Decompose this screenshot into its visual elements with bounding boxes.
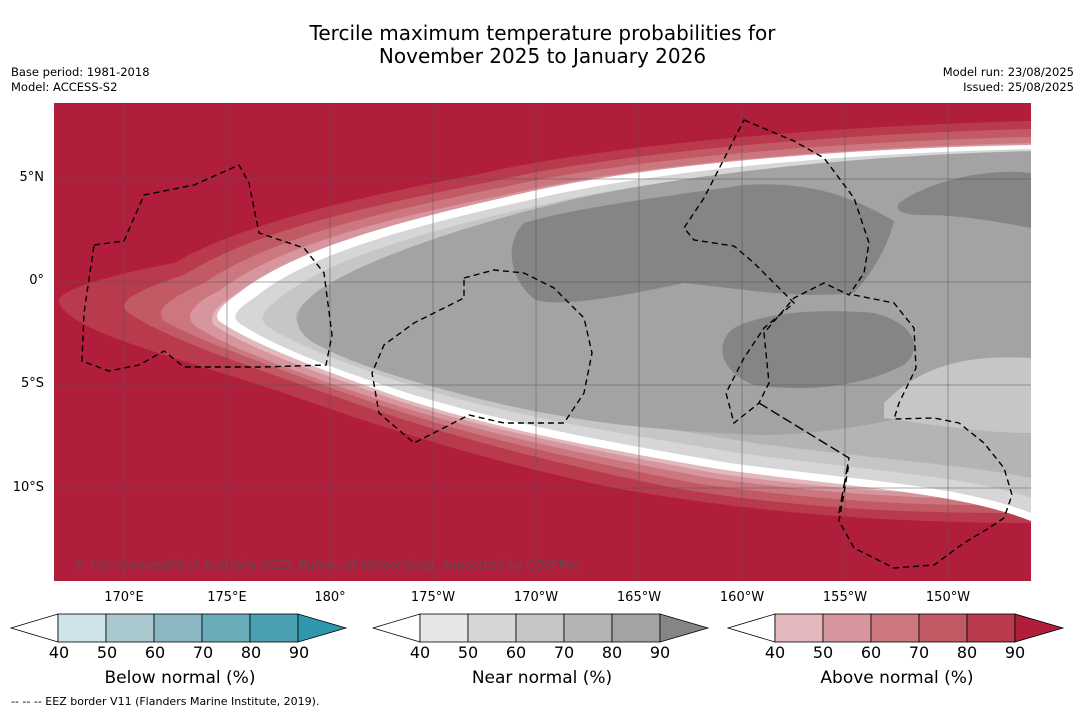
eez-footnote: -- -- -- EEZ border V11 (Flanders Marine… [11,695,320,708]
lon-label-170w: 170°W [513,590,559,605]
colorbar-near-normal [372,613,710,643]
colorbar-extend-low [372,613,421,643]
tick-label: 50 [457,643,479,662]
tick-label: 60 [505,643,527,662]
tick-label: 70 [908,643,930,662]
eez-border-long-dash [758,402,850,514]
colorbar-extend-high [297,613,348,643]
lon-label-150w: 150°W [925,590,971,605]
lon-label-170e: 170°E [104,590,144,605]
colorbar-segment [563,613,613,643]
colorbar-label-near-normal: Near normal (%) [471,668,613,688]
colorbar-segment [515,613,565,643]
tick-label: 40 [409,643,431,662]
colorbar-segment [918,613,968,643]
colorbar-below-normal [10,613,348,643]
colorbar-segment [249,613,299,643]
colorbar-segment [105,613,155,643]
tick-label: 40 [48,643,70,662]
colorbar-segment [822,613,872,643]
colorbar-extend-low [10,613,59,643]
title-line-1: Tercile maximum temperature probabilitie… [309,21,776,45]
near-band-90-north [511,184,894,303]
lat-label-5n: 5°N [19,170,45,185]
tick-label: 50 [96,643,118,662]
map-title: Tercile maximum temperature probabilitie… [0,22,1085,68]
colorbar-segment [419,613,469,643]
lon-label-160w: 160°W [719,590,765,605]
tick-label: 90 [288,643,310,662]
colorbar-segment [774,613,824,643]
tick-label: 80 [240,643,262,662]
colorbar-above-normal [727,613,1065,643]
tick-label: 70 [553,643,575,662]
colorbar-extend-high [659,613,710,643]
colorbar-segment [467,613,517,643]
lon-label-175w: 175°W [410,590,456,605]
colorbar-extend-high [1014,613,1065,643]
base-period-text: Base period: 1981-2018 [11,65,150,79]
tick-label: 60 [144,643,166,662]
tick-label: 40 [764,643,786,662]
meta-right: Model run: 23/08/2025 Issued: 25/08/2025 [943,65,1074,95]
copyright-text: © Commonwealth of Australia 2025, Bureau… [74,558,580,572]
colorbar-segment [870,613,920,643]
lon-label-165w: 165°W [616,590,662,605]
colorbar-label-above-normal: Above normal (%) [820,668,974,688]
issued-text: Issued: 25/08/2025 [963,80,1074,94]
near-band-90-south [722,311,914,389]
tick-label: 90 [1004,643,1026,662]
gridlines [54,103,1031,581]
colorbar-segment [966,613,1016,643]
lat-label-5s: 5°S [20,376,44,391]
tick-label: 80 [601,643,623,662]
colorbar-segment [153,613,203,643]
model-text: Model: ACCESS-S2 [11,80,118,94]
near-band-light-patch [884,357,1031,433]
lon-label-175e: 175°E [207,590,247,605]
probability-map [54,103,1031,581]
colorbar-extend-low [727,613,776,643]
tick-label: 80 [956,643,978,662]
lat-label-10s: 10°S [12,480,44,495]
tick-label: 50 [812,643,834,662]
colorbar-label-below-normal: Below normal (%) [104,668,256,688]
colorbar-segment [611,613,661,643]
lat-label-0: 0° [29,273,44,288]
tick-label: 70 [192,643,214,662]
title-line-2: November 2025 to January 2026 [378,44,707,68]
meta-left: Base period: 1981-2018 Model: ACCESS-S2 [11,65,150,95]
near-band-90-northeast [897,171,1031,228]
model-run-text: Model run: 23/08/2025 [942,65,1074,79]
lon-label-180: 180° [314,590,346,605]
colorbar-segment [201,613,251,643]
lon-label-155w: 155°W [822,590,868,605]
tick-label: 60 [860,643,882,662]
tick-label: 90 [649,643,671,662]
colorbar-segment [57,613,107,643]
